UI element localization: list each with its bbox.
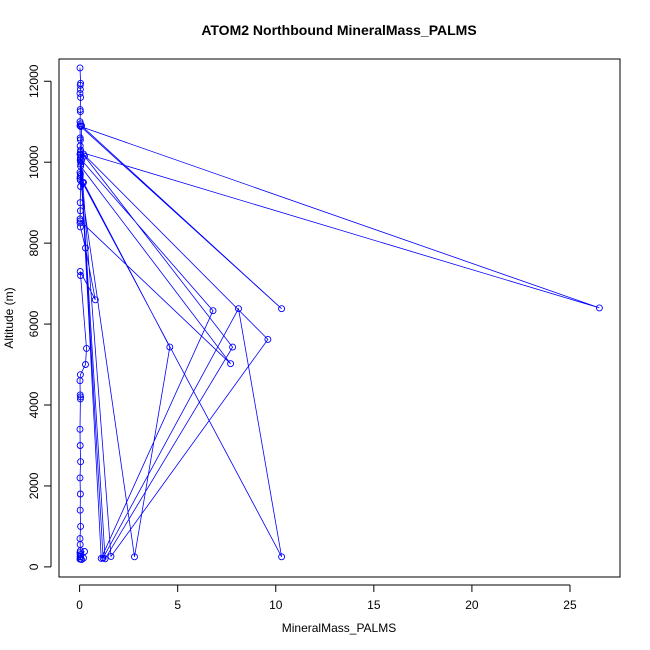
data-point	[76, 268, 84, 275]
data-point	[76, 425, 84, 433]
y-axis-label: Altitude (m)	[2, 287, 16, 348]
y-tick-label: 2000	[27, 472, 41, 499]
data-point	[99, 554, 107, 562]
plot-series	[76, 64, 603, 564]
y-tick-label: 0	[27, 563, 41, 570]
data-point	[81, 548, 88, 555]
y-tick-label: 8000	[27, 229, 41, 256]
data-point	[209, 307, 217, 315]
x-tick-label: 15	[367, 598, 381, 612]
data-point	[77, 458, 85, 466]
x-axis: 0 5 10 15 20 25	[76, 584, 577, 612]
data-point	[77, 522, 85, 530]
data-point	[82, 361, 89, 368]
data-point	[77, 272, 85, 279]
data-point	[91, 296, 99, 304]
data-point	[131, 553, 138, 561]
data-point	[227, 360, 235, 368]
data-point	[76, 490, 84, 498]
data-point	[77, 93, 85, 101]
data-point	[278, 553, 286, 561]
data-point	[76, 442, 84, 449]
data-point	[229, 343, 237, 351]
data-point	[76, 199, 84, 207]
x-axis-label: MineralMass_PALMS	[282, 621, 396, 635]
series-line	[79, 67, 600, 561]
data-point	[76, 219, 84, 227]
data-point	[166, 343, 174, 351]
data-point	[79, 178, 86, 186]
data-point	[107, 552, 115, 560]
x-tick-label: 0	[76, 598, 83, 612]
data-point	[235, 305, 242, 313]
data-point	[76, 85, 84, 93]
data-point	[76, 176, 84, 184]
data-point	[83, 344, 90, 352]
data-point	[77, 162, 85, 170]
chart-title: ATOM2 Northbound MineralMass_PALMS	[201, 22, 476, 38]
y-tick-label: 10000	[27, 145, 41, 179]
data-point	[76, 207, 84, 215]
x-tick-label: 25	[563, 598, 577, 612]
data-point	[76, 553, 84, 561]
data-point	[76, 64, 84, 72]
data-point	[76, 474, 84, 482]
data-point	[76, 81, 84, 89]
data-point	[76, 377, 84, 385]
data-point	[264, 335, 272, 343]
y-tick-label: 4000	[27, 391, 41, 418]
plot-frame	[58, 58, 621, 578]
y-tick-label: 12000	[27, 64, 41, 98]
data-point	[76, 89, 84, 97]
data-point	[76, 551, 84, 559]
data-point	[278, 305, 286, 313]
x-tick-label: 10	[269, 598, 283, 612]
data-point	[76, 506, 84, 514]
data-point	[77, 123, 85, 131]
x-tick-label: 20	[465, 598, 479, 612]
x-tick-label: 5	[174, 598, 181, 612]
data-point	[76, 108, 84, 116]
data-point	[595, 304, 603, 312]
data-point	[77, 151, 85, 159]
data-point	[76, 223, 84, 231]
data-point	[82, 244, 89, 252]
data-point	[78, 122, 86, 130]
data-point	[76, 395, 84, 403]
y-axis: 0 2000 4000 6000 8000 10000 12000	[27, 64, 52, 570]
y-tick-label: 6000	[27, 310, 41, 337]
